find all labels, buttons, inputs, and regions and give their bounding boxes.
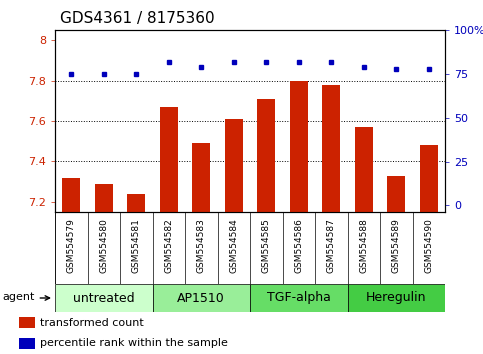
Text: GSM554586: GSM554586 [294, 218, 303, 273]
Bar [322, 85, 340, 212]
Text: TGF-alpha: TGF-alpha [267, 291, 331, 304]
Text: GSM554582: GSM554582 [164, 218, 173, 273]
Text: agent: agent [3, 292, 35, 302]
Text: transformed count: transformed count [40, 318, 143, 327]
Text: GSM554590: GSM554590 [424, 218, 433, 273]
Text: Heregulin: Heregulin [366, 291, 426, 304]
Bar [19, 338, 35, 349]
Text: AP1510: AP1510 [177, 291, 225, 304]
Text: GSM554584: GSM554584 [229, 218, 238, 273]
Bar [128, 194, 145, 212]
Text: GSM554581: GSM554581 [132, 218, 141, 273]
Text: GSM554579: GSM554579 [67, 218, 76, 273]
Text: GSM554583: GSM554583 [197, 218, 206, 273]
Text: GSM554585: GSM554585 [262, 218, 271, 273]
Bar [225, 119, 242, 212]
Bar [55, 284, 153, 312]
Text: percentile rank within the sample: percentile rank within the sample [40, 338, 227, 348]
Bar [95, 184, 113, 212]
Text: GSM554587: GSM554587 [327, 218, 336, 273]
Bar [19, 318, 35, 327]
Bar [153, 284, 250, 312]
Text: GSM554589: GSM554589 [392, 218, 401, 273]
Bar [355, 127, 373, 212]
Bar [290, 81, 308, 212]
Bar [420, 145, 438, 212]
Text: GSM554588: GSM554588 [359, 218, 368, 273]
Bar [192, 143, 210, 212]
Bar [250, 284, 347, 312]
Bar [347, 284, 445, 312]
Bar [160, 107, 178, 212]
Bar [257, 99, 275, 212]
Text: GSM554580: GSM554580 [99, 218, 108, 273]
Text: untreated: untreated [73, 291, 135, 304]
Bar [62, 178, 80, 212]
Text: GDS4361 / 8175360: GDS4361 / 8175360 [60, 11, 214, 27]
Bar [387, 176, 405, 212]
